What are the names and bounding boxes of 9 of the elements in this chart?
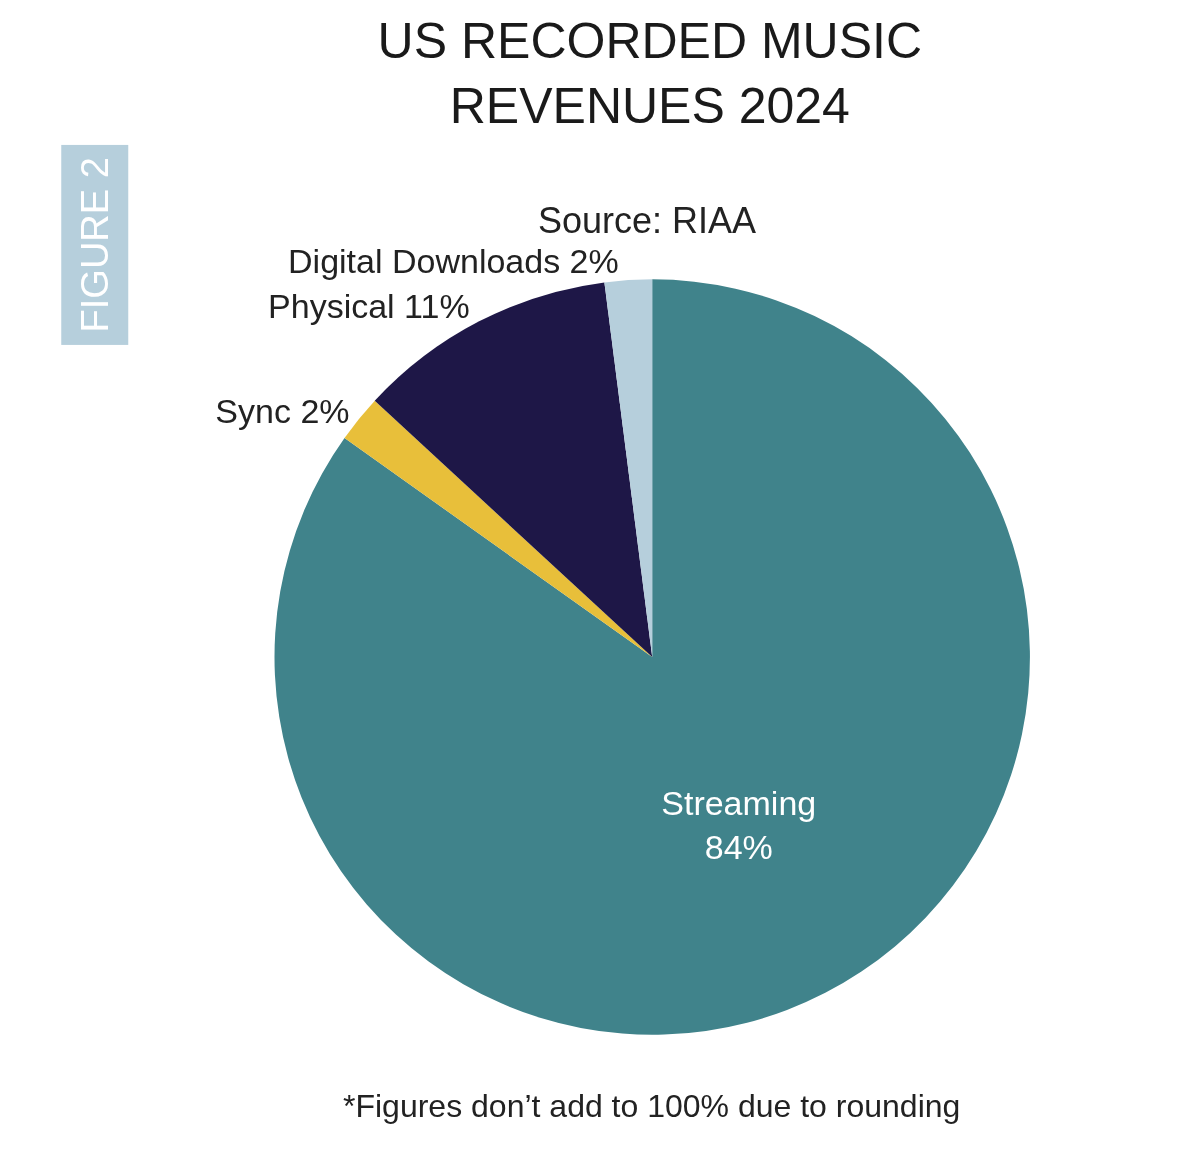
- slice-label: Digital Downloads 2%: [288, 242, 619, 281]
- slice-label: Streaming: [661, 783, 817, 822]
- slice-label: Sync 2%: [215, 392, 350, 431]
- chart-title: US RECORDED MUSIC REVENUES 2024: [377, 13, 923, 135]
- caption: FIGURE 2: [73, 157, 116, 333]
- text: *Figures don’t add to 100% due to rounding: [343, 1088, 961, 1124]
- chart-subtitle: Source: RIAA: [538, 200, 757, 241]
- data-label: 84%: [704, 828, 773, 867]
- slice-label: Physical 11%: [268, 287, 470, 326]
